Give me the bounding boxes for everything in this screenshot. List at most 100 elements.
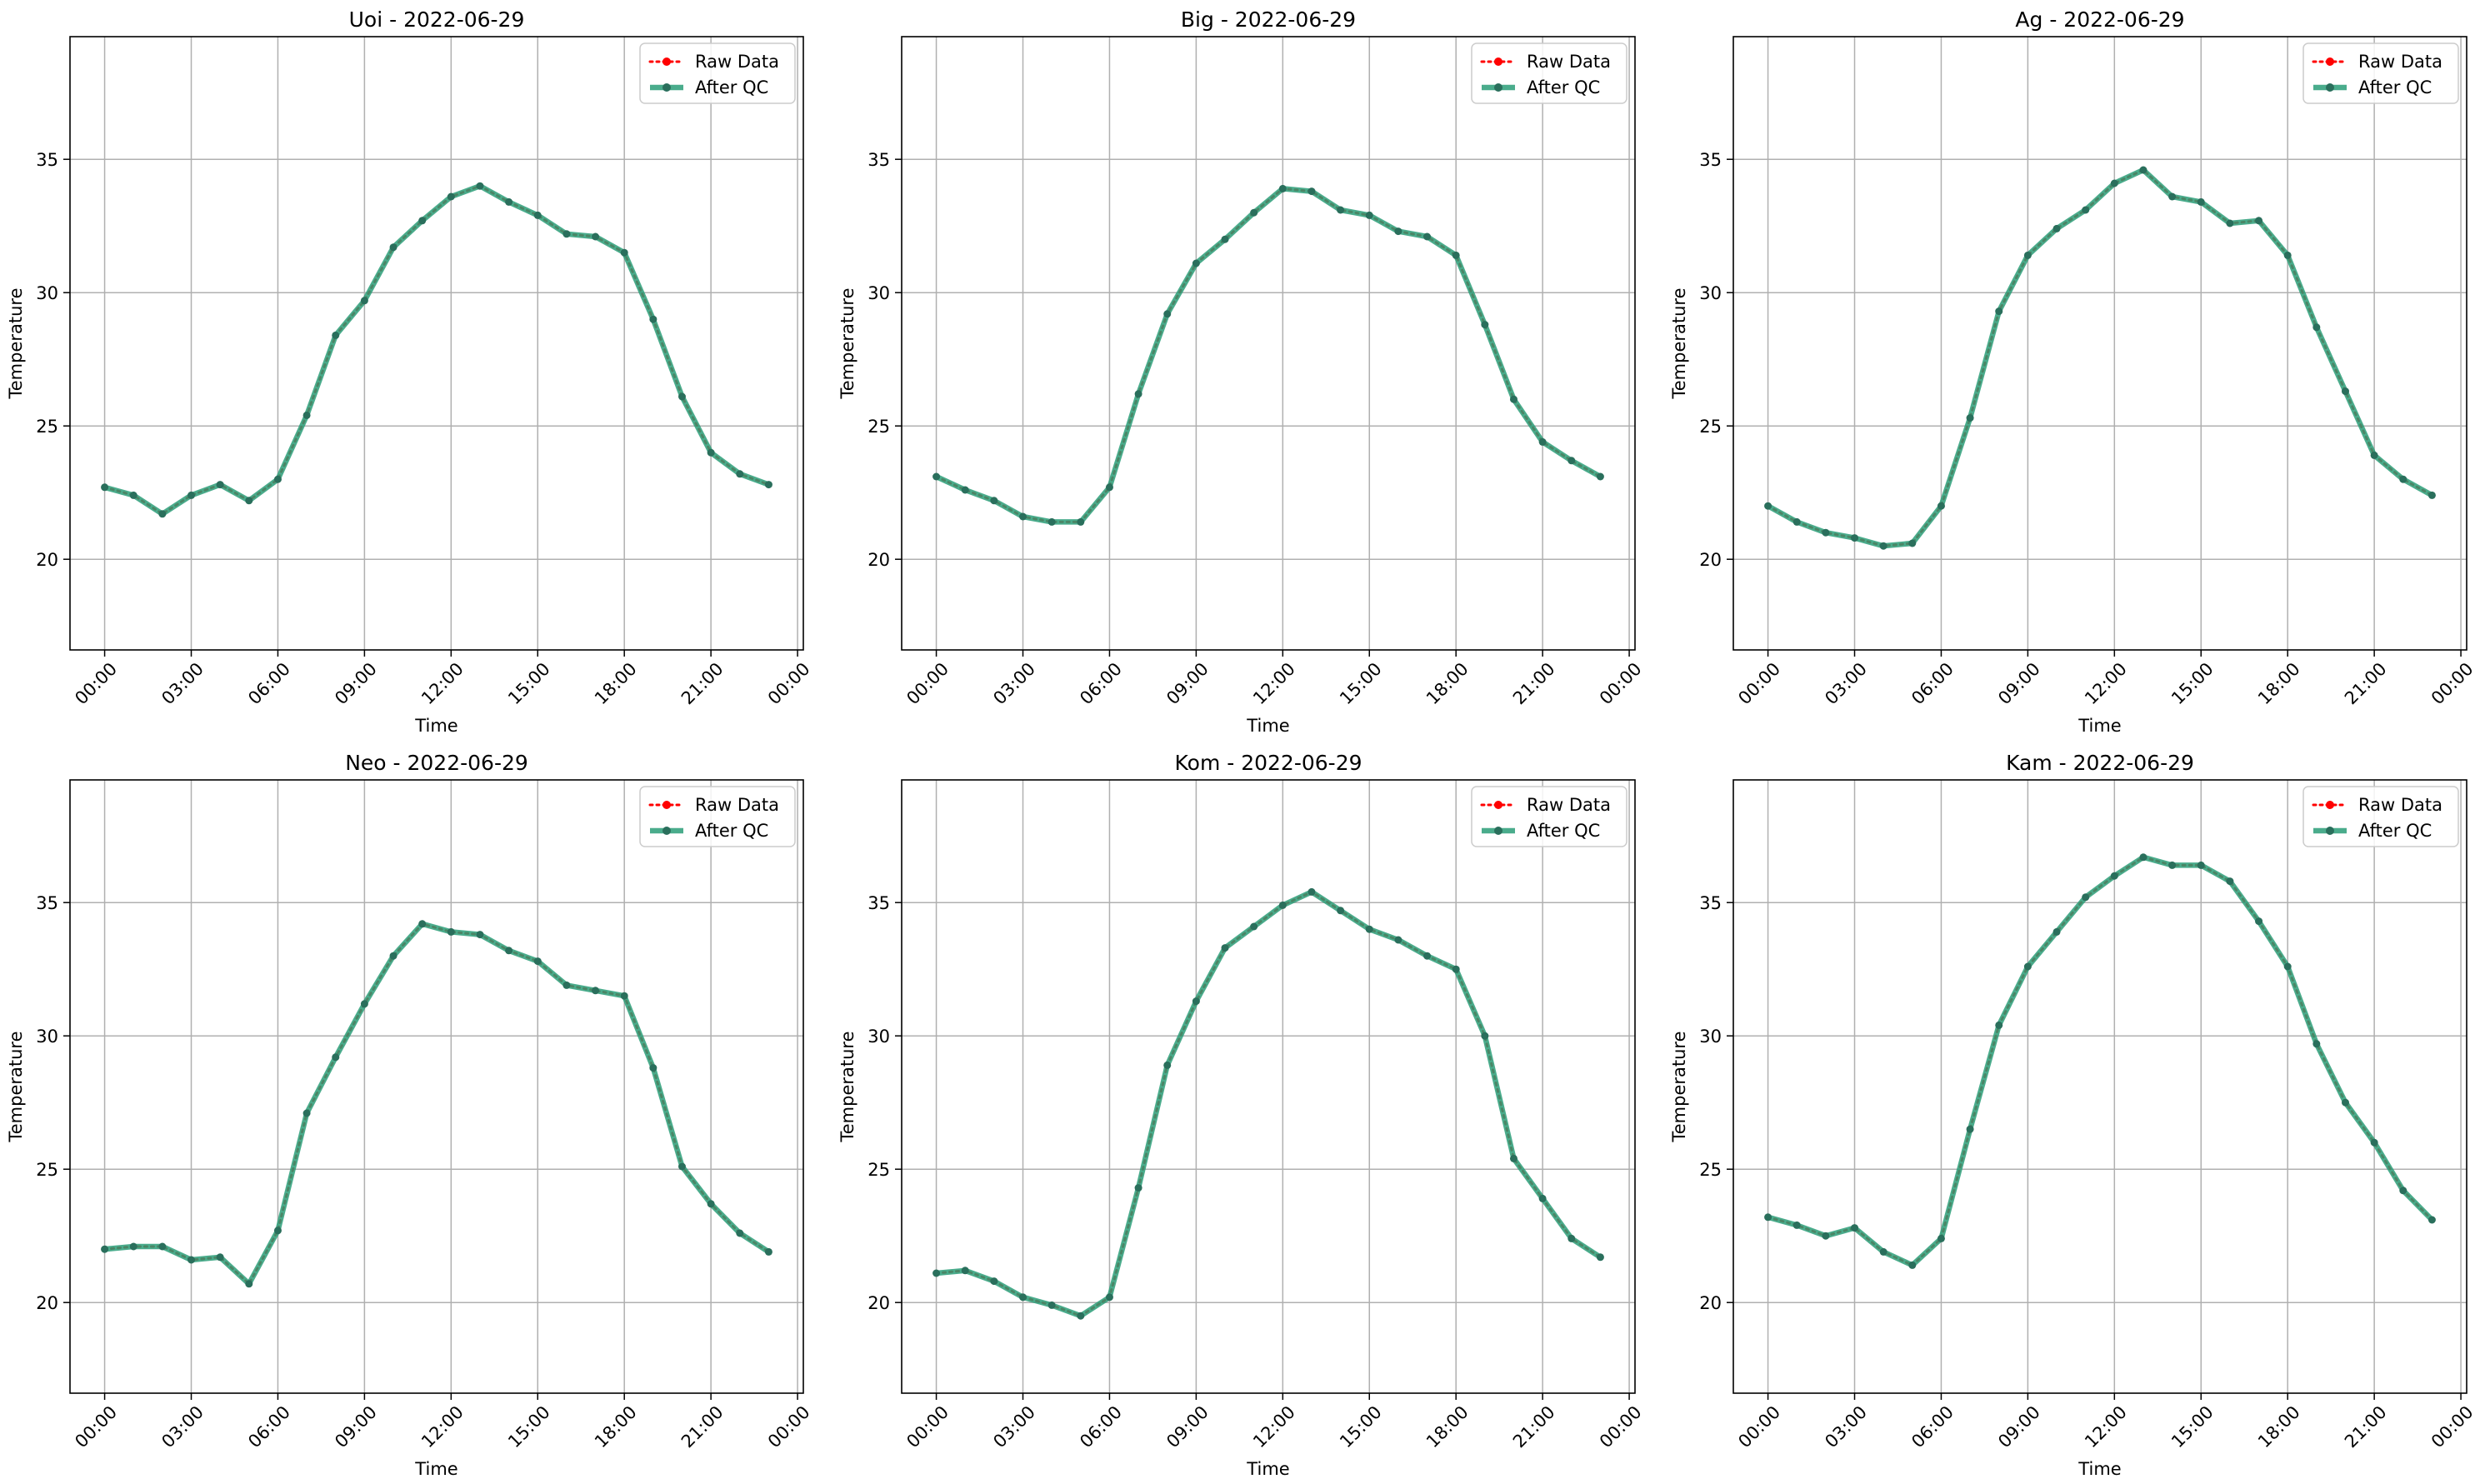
after-qc-point (1423, 952, 1432, 960)
after-qc-point (1792, 1221, 1801, 1229)
after-qc-point (1337, 907, 1345, 915)
after-qc-point (649, 1064, 658, 1072)
after-qc-point (1221, 944, 1229, 952)
x-tick-label: 06:00 (244, 1402, 294, 1452)
after-qc-point (1822, 528, 1830, 537)
x-tick-label: 18:00 (591, 1402, 641, 1452)
x-tick-label: 06:00 (1076, 659, 1126, 709)
after-qc-point (562, 230, 571, 238)
after-qc-point (1163, 1061, 1172, 1069)
legend: Raw Data After QC (639, 786, 796, 847)
after-qc-point (1221, 235, 1229, 243)
x-tick-label: 03:00 (989, 1402, 1039, 1452)
axes-frame (901, 779, 1636, 1394)
after-qc-point (1308, 887, 1316, 896)
after-qc-point (620, 992, 628, 1000)
x-tick-label: 15:00 (2168, 1402, 2218, 1452)
chart-panel: Kom - 2022-06-29 20 25 30 35 00:00 03:00 06:00 0… (838, 751, 1646, 1479)
raw-data-line (103, 184, 770, 516)
after-qc-point (1337, 206, 1345, 214)
y-tick-label: 35 (1699, 150, 1722, 170)
x-tick-label: 00:00 (1734, 1402, 1784, 1452)
y-tick-label: 30 (36, 283, 58, 303)
after-qc-point (2168, 192, 2177, 201)
x-tick-label: 09:00 (331, 1402, 381, 1452)
after-qc-point (2110, 179, 2118, 187)
after-qc-point (1278, 901, 1287, 909)
legend-raw-marker (1494, 801, 1502, 809)
axes-frame (901, 36, 1636, 651)
after-qc-point (302, 1109, 311, 1117)
x-tick-label: 03:00 (158, 659, 208, 709)
chart-panel: Neo - 2022-06-29 20 25 30 35 00:00 03:00 06:00 0… (6, 751, 814, 1479)
after-qc-point (2370, 451, 2378, 459)
after-qc-point (932, 472, 941, 481)
y-tick-label: 20 (36, 550, 58, 570)
after-qc-point (1019, 1293, 1028, 1302)
chart-title: Uoi - 2022-06-29 (349, 7, 525, 32)
y-tick-label: 25 (36, 1160, 58, 1180)
after-qc-point (764, 1247, 772, 1256)
after-qc-point (1077, 517, 1085, 526)
after-qc-point (332, 1053, 340, 1062)
after-qc-point (1423, 232, 1432, 241)
after-qc-point (1481, 1032, 1489, 1040)
after-qc-point (1192, 997, 1200, 1006)
y-tick-label: 20 (868, 550, 890, 570)
x-tick-label: 03:00 (989, 659, 1039, 709)
chart-title: Big - 2022-06-29 (1181, 7, 1356, 32)
y-tick-label: 25 (1699, 1160, 1722, 1180)
after-qc-point (360, 1000, 368, 1008)
y-axis-label: Temperature (6, 1031, 26, 1142)
x-tick-label: 15:00 (2168, 659, 2218, 709)
chart-panel: Uoi - 2022-06-29 20 25 30 35 00:00 03:00 06:00 0… (6, 7, 814, 736)
after-qc-point (158, 510, 167, 518)
y-tick-label: 20 (1699, 1293, 1722, 1313)
legend-raw-label: Raw Data (695, 795, 779, 815)
chart-panel: Kam - 2022-06-29 20 25 30 35 00:00 03:00 06:00 0… (1669, 751, 2478, 1479)
y-axis-label: Temperature (838, 287, 858, 399)
after-qc-point (990, 1277, 998, 1286)
after-qc-point (1452, 251, 1460, 259)
after-qc-point (1019, 512, 1028, 521)
x-axis-label: Time (2078, 1459, 2121, 1479)
x-tick-label: 00:00 (1596, 1402, 1646, 1452)
y-tick-label: 25 (868, 1160, 890, 1180)
chart-title: Kam - 2022-06-29 (2006, 751, 2194, 775)
after-qc-line (936, 889, 1602, 1319)
after-qc-point (101, 483, 109, 492)
x-tick-label: 00:00 (2428, 1402, 2478, 1452)
after-qc-point (2341, 387, 2349, 396)
after-qc-point (1596, 1253, 1604, 1262)
legend: Raw Data After QC (1471, 786, 1628, 847)
after-qc-point (736, 1229, 744, 1237)
legend-raw-label: Raw Data (695, 52, 779, 72)
after-qc-point (418, 920, 427, 928)
after-qc-point (505, 197, 513, 206)
x-tick-label: 18:00 (2254, 659, 2304, 709)
y-tick-label: 20 (1699, 550, 1722, 570)
after-qc-point (2226, 219, 2234, 227)
after-qc-point (1764, 502, 1772, 510)
legend: Raw Data After QC (2302, 786, 2459, 847)
raw-data-line (103, 922, 770, 1287)
x-tick-label: 00:00 (1734, 659, 1784, 709)
after-qc-point (1105, 483, 1113, 492)
axes-frame (69, 779, 804, 1394)
after-qc-point (764, 481, 772, 489)
after-qc-point (332, 331, 340, 339)
x-tick-label: 03:00 (158, 1402, 208, 1452)
after-qc-point (2283, 251, 2292, 259)
after-qc-point (418, 217, 427, 225)
x-tick-label: 00:00 (764, 659, 814, 709)
raw-data-line (1767, 856, 2433, 1267)
legend-raw-label: Raw Data (2358, 52, 2442, 72)
after-qc-point (2052, 224, 2061, 232)
after-qc-point (2023, 962, 2032, 971)
y-tick-label: 35 (1699, 893, 1722, 913)
after-qc-point (1879, 1247, 1888, 1256)
after-qc-point (1134, 390, 1142, 398)
after-qc-point (2255, 917, 2263, 926)
after-qc-point (476, 182, 484, 190)
after-qc-line (104, 921, 771, 1287)
